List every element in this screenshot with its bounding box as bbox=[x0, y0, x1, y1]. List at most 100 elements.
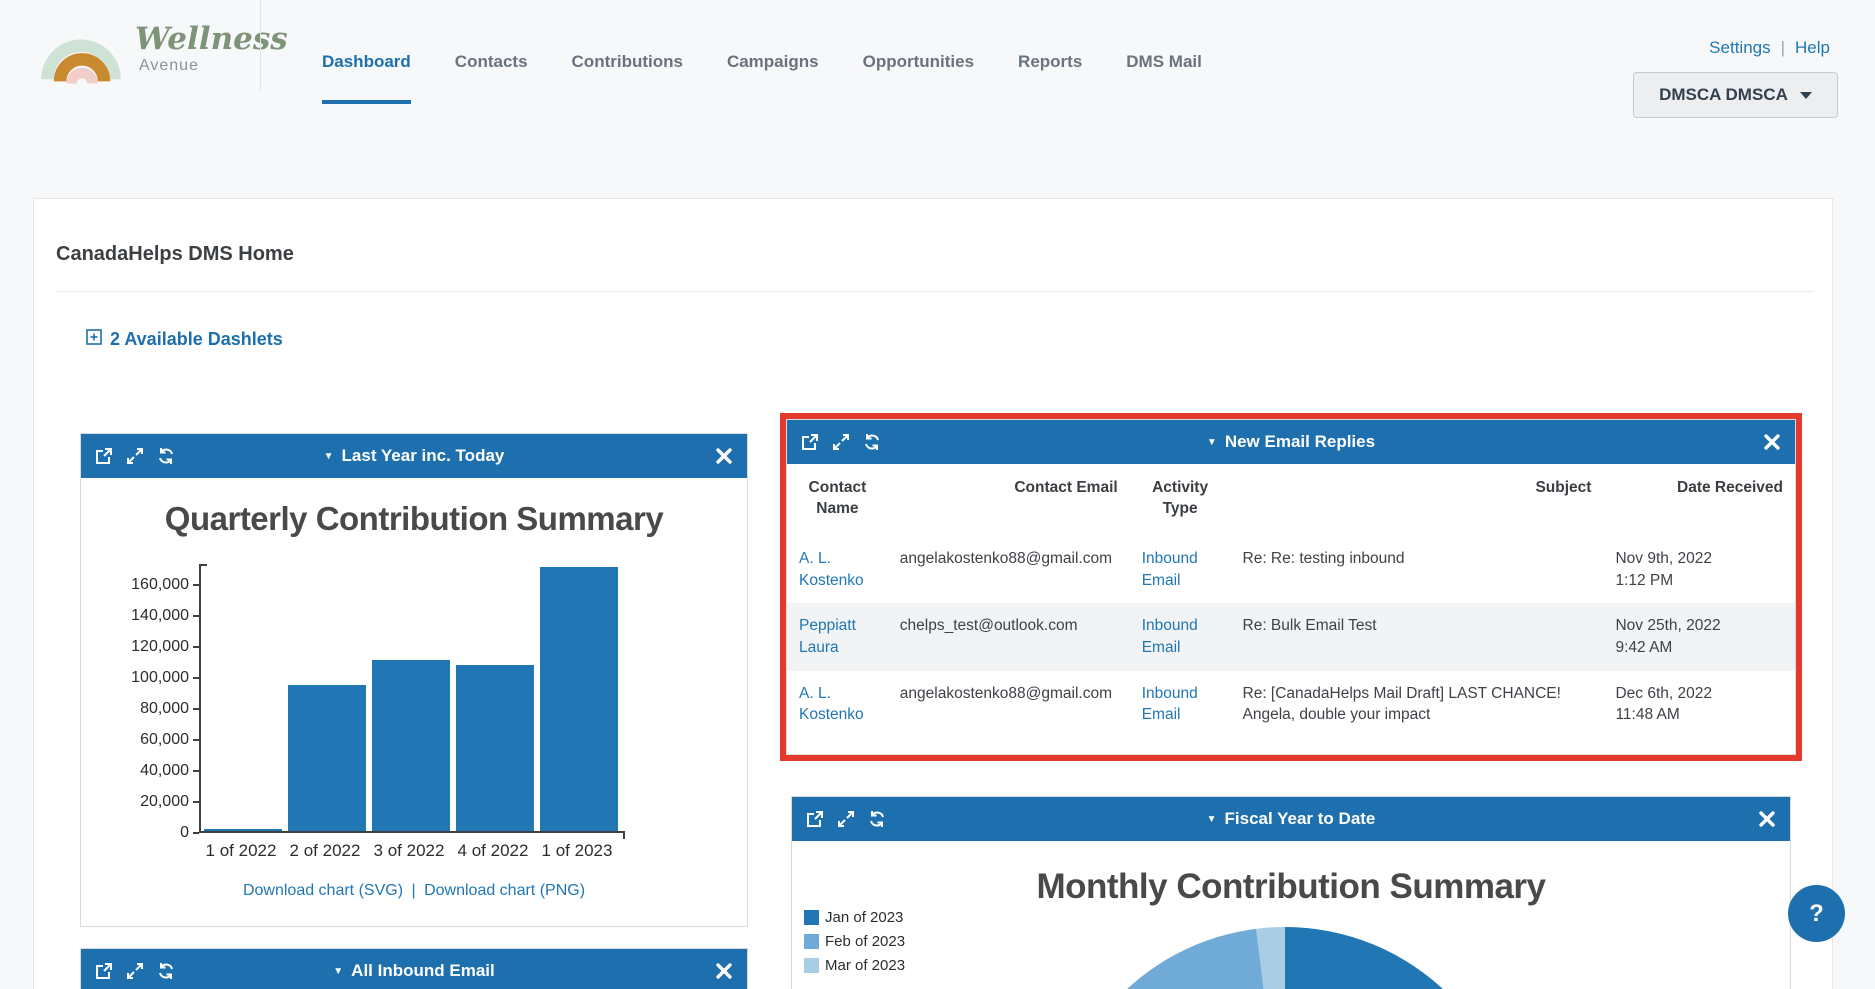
column-header: Contact Name bbox=[808, 479, 867, 517]
legend-label: Jan of 2023 bbox=[825, 909, 904, 926]
y-axis-label: 40,000 bbox=[140, 761, 189, 779]
y-axis-tick bbox=[193, 583, 199, 586]
legend-swatch bbox=[804, 958, 819, 973]
collapse-caret-icon[interactable]: ▼ bbox=[333, 965, 344, 977]
dashlet-all-inbound-email: ▼ All Inbound Email bbox=[80, 948, 748, 989]
dashlet-title: Last Year inc. Today bbox=[341, 446, 505, 465]
refresh-icon[interactable] bbox=[157, 447, 175, 465]
refresh-icon[interactable] bbox=[157, 962, 175, 980]
expand-icon[interactable] bbox=[126, 447, 144, 465]
close-icon[interactable] bbox=[1758, 810, 1776, 828]
dashlet-header: ▼ Fiscal Year to Date bbox=[792, 797, 1790, 841]
nav-item-contributions[interactable]: Contributions bbox=[571, 52, 683, 71]
nav-item-opportunities[interactable]: Opportunities bbox=[862, 52, 975, 71]
content-card: CanadaHelps DMS Home 2 Available Dashlet… bbox=[33, 198, 1833, 989]
refresh-icon[interactable] bbox=[863, 433, 881, 451]
nav-item-dashboard[interactable]: Dashboard bbox=[322, 52, 411, 104]
bar bbox=[204, 828, 282, 831]
chevron-down-icon bbox=[1799, 91, 1812, 99]
brand-name: Wellness bbox=[135, 21, 288, 57]
contact-name-link[interactable]: A. L. Kostenko bbox=[799, 684, 864, 724]
collapse-caret-icon[interactable]: ▼ bbox=[323, 450, 334, 462]
x-axis-label: 4 of 2022 bbox=[457, 841, 529, 860]
nav-item-dms-mail[interactable]: DMS Mail bbox=[1126, 52, 1202, 71]
table-row: Peppiatt Laura chelps_test@outlook.com Inb… bbox=[787, 603, 1795, 671]
download-svg-link[interactable]: Download chart (SVG) bbox=[242, 882, 404, 899]
y-axis-label: 120,000 bbox=[131, 637, 189, 655]
available-dashlets-link[interactable]: 2 Available Dashlets bbox=[86, 329, 283, 350]
close-icon[interactable] bbox=[715, 962, 733, 980]
dashlet-fiscal-year: ▼ Fiscal Year to Date Monthly Contributi… bbox=[791, 796, 1791, 989]
header-links: Settings | Help bbox=[1709, 38, 1830, 58]
page-title: CanadaHelps DMS Home bbox=[56, 243, 294, 265]
popout-icon[interactable] bbox=[95, 447, 113, 465]
legend-item: Feb of 2023 bbox=[804, 933, 905, 950]
popout-icon[interactable] bbox=[95, 962, 113, 980]
y-axis-tick bbox=[193, 832, 199, 834]
date-received: Nov 25th, 2022 9:42 AM bbox=[1615, 617, 1721, 656]
help-floating-button[interactable]: ? bbox=[1788, 885, 1845, 942]
pie-chart-title: Monthly Contribution Summary bbox=[1036, 867, 1546, 906]
nav-item-campaigns[interactable]: Campaigns bbox=[726, 52, 819, 71]
activity-type-link[interactable]: Inbound Email bbox=[1141, 617, 1198, 656]
subject-text: Re: [CanadaHelps Mail Draft] LAST CHANCE… bbox=[1242, 684, 1561, 724]
nav-item-reports[interactable]: Reports bbox=[1018, 52, 1083, 71]
expand-icon[interactable] bbox=[837, 810, 855, 828]
y-axis-label: 60,000 bbox=[140, 730, 189, 748]
y-axis-label: 160,000 bbox=[131, 575, 189, 593]
subject-text: Re: Re: testing inbound bbox=[1242, 549, 1405, 567]
legend-item: Mar of 2023 bbox=[804, 957, 905, 974]
dashlet-last-year: ▼ Last Year inc. Today Quarterly Contrib… bbox=[80, 433, 748, 927]
email-replies-table: Contact Name Contact Email Activity Type Su… bbox=[787, 464, 1795, 738]
user-dropdown-button[interactable]: DMSCA DMSCA bbox=[1633, 72, 1838, 118]
available-dashlets-label: 2 Available Dashlets bbox=[110, 329, 283, 349]
x-axis-label: 1 of 2023 bbox=[541, 841, 613, 860]
download-png-link[interactable]: Download chart (PNG) bbox=[424, 882, 586, 899]
y-axis-label: 100,000 bbox=[131, 668, 189, 686]
x-axis-labels: 1 of 2022 2 of 2022 3 of 2022 4 of 2022 1 of… bbox=[199, 841, 623, 861]
close-icon[interactable] bbox=[1763, 433, 1781, 451]
legend-swatch bbox=[804, 910, 819, 925]
y-axis-label: 20,000 bbox=[140, 792, 189, 810]
contact-name-link[interactable]: Peppiatt Laura bbox=[799, 617, 856, 656]
column-header: Date Received bbox=[1677, 479, 1783, 496]
activity-type-link[interactable]: Inbound Email bbox=[1141, 684, 1198, 724]
y-axis-tick bbox=[193, 645, 199, 648]
bar bbox=[372, 660, 450, 831]
user-dropdown-label: DMSCA DMSCA bbox=[1659, 85, 1788, 104]
expand-icon[interactable] bbox=[832, 433, 850, 451]
pie-chart bbox=[1053, 927, 1517, 989]
bar bbox=[288, 685, 366, 831]
date-received: Dec 6th, 2022 11:48 AM bbox=[1615, 684, 1712, 724]
popout-icon[interactable] bbox=[806, 810, 824, 828]
contact-name-link[interactable]: A. L. Kostenko bbox=[799, 549, 864, 589]
bar bbox=[456, 664, 534, 831]
popout-icon[interactable] bbox=[801, 433, 819, 451]
settings-link[interactable]: Settings bbox=[1709, 38, 1771, 57]
y-axis-tick bbox=[193, 800, 199, 803]
y-axis-tick bbox=[193, 769, 199, 772]
dashlet-title: All Inbound Email bbox=[351, 961, 495, 980]
collapse-caret-icon[interactable]: ▼ bbox=[1206, 813, 1217, 825]
contact-email: chelps_test@outlook.com bbox=[899, 617, 1078, 635]
header-divider bbox=[260, 0, 261, 90]
refresh-icon[interactable] bbox=[868, 810, 886, 828]
expand-icon[interactable] bbox=[126, 962, 144, 980]
help-link[interactable]: Help bbox=[1795, 38, 1830, 57]
y-axis-label: 80,000 bbox=[140, 699, 189, 717]
rainbow-logo-icon bbox=[37, 10, 125, 97]
y-axis-tick bbox=[193, 676, 199, 679]
nav-item-contacts[interactable]: Contacts bbox=[454, 52, 528, 71]
close-icon[interactable] bbox=[715, 447, 733, 465]
main-nav: Dashboard Contacts Contributions Campaigns O… bbox=[322, 52, 1202, 104]
collapse-caret-icon[interactable]: ▼ bbox=[1206, 436, 1217, 448]
title-divider bbox=[56, 291, 1814, 292]
dashlet-title: Fiscal Year to Date bbox=[1224, 809, 1376, 828]
plus-square-icon bbox=[86, 329, 102, 350]
activity-type-link[interactable]: Inbound Email bbox=[1141, 549, 1198, 589]
column-header: Subject bbox=[1535, 479, 1592, 496]
bar bbox=[540, 567, 618, 831]
y-axis-label: 0 bbox=[180, 824, 189, 841]
bar-plot-area: 0 20,000 40,000 60,000 80,000 100,000 120,000 1… bbox=[131, 564, 625, 841]
legend-label: Feb of 2023 bbox=[825, 933, 906, 950]
